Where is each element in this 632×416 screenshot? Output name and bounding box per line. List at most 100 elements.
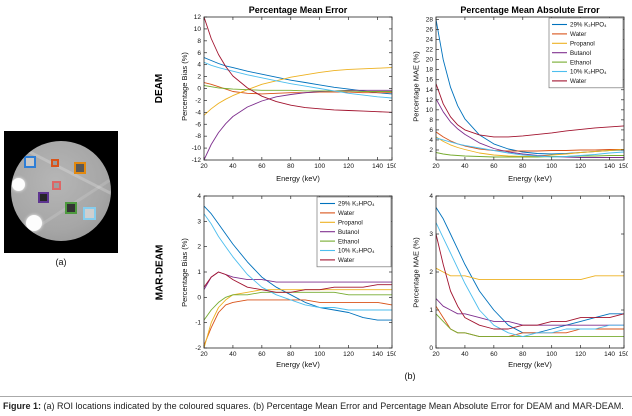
y-tick-label: 0	[197, 294, 201, 301]
series-line	[436, 233, 624, 330]
legend-entry-label: 10% K₂HPO₄	[338, 248, 375, 255]
y-tick-label: 6	[429, 127, 433, 134]
y-tick-label: 3	[197, 218, 201, 225]
legend-entry-label: 29% K₂HPO₄	[338, 201, 375, 208]
chart-title: Percentage Mean Error	[248, 5, 348, 15]
legend-entry-label: Water	[338, 257, 354, 264]
y-tick-label: -2	[195, 345, 201, 352]
y-tick-label: -10	[192, 145, 202, 152]
x-tick-label: 40	[461, 351, 469, 358]
y-tick-label: 12	[426, 97, 434, 104]
series-line	[204, 289, 392, 348]
y-tick-label: 28	[426, 17, 434, 24]
x-tick-label: 150	[619, 351, 628, 358]
x-tick-label: 60	[490, 351, 498, 358]
legend-entry-label: Ethanol	[570, 59, 591, 66]
y-tick-label: 14	[426, 87, 434, 94]
y-tick-label: 10	[426, 107, 434, 114]
x-tick-label: 20	[200, 351, 208, 358]
roi-orange-square	[74, 162, 86, 174]
y-tick-label: -8	[195, 133, 201, 140]
x-tick-label: 80	[519, 163, 527, 170]
x-tick-label: 140	[604, 351, 615, 358]
x-tick-label: 120	[575, 351, 586, 358]
artifact-streak	[11, 166, 111, 241]
plot-area: 20 40 60 80 100 120 140 15024681012141618202224…	[426, 16, 628, 170]
x-tick-label: 60	[258, 351, 266, 358]
x-tick-label: 80	[519, 351, 527, 358]
x-tick-label: 60	[490, 163, 498, 170]
y-tick-label: -2	[195, 97, 201, 104]
x-tick-label: 150	[387, 163, 396, 170]
panel-a-label: (a)	[55, 257, 67, 267]
series-line	[436, 136, 624, 157]
y-tick-label: 26	[426, 27, 434, 34]
plot-background	[436, 196, 624, 348]
x-tick-label: 20	[200, 163, 208, 170]
chart-deam-mae: Percentage Mean Absolute Error Percentag…	[408, 4, 628, 186]
x-tick-label: 40	[229, 163, 237, 170]
y-tick-label: 1	[429, 307, 433, 314]
legend-entry-label: Water	[570, 31, 586, 38]
x-tick-label: 100	[314, 163, 325, 170]
plot-area: 20 40 60 80 100 120 140 150 -12 -10 -8 -6 -4 -2 0 2 4 6 8 1…	[192, 14, 396, 170]
series-line	[204, 85, 392, 92]
y-tick-label: 1	[197, 269, 201, 276]
series-line	[436, 207, 624, 334]
caption-divider	[0, 396, 632, 397]
y-tick-label: 10	[194, 26, 202, 33]
series-line	[204, 17, 392, 113]
chart-deam-bias: Percentage Mean Error Percentage Bias (%…	[176, 4, 396, 186]
roi-purple-square	[38, 192, 49, 203]
y-tick-label: 2	[197, 244, 201, 251]
roi-red-square	[52, 181, 61, 190]
x-tick-label: 100	[546, 163, 557, 170]
series-line	[436, 222, 624, 338]
y-tick-label: 2	[197, 74, 201, 81]
y-tick-label: 4	[197, 62, 201, 69]
x-axis-label: Energy (keV)	[276, 360, 320, 369]
artifact-streak	[11, 141, 111, 206]
roi-green-square	[65, 202, 77, 214]
y-tick-label: -12	[192, 157, 202, 164]
chart-mar-deam-bias: Percentage Bias (%) 20 40 60 80 100 120 140 150…	[176, 190, 396, 372]
legend-entry-label: Propanol	[570, 41, 595, 48]
x-tick-label: 140	[604, 163, 615, 170]
series-line	[436, 313, 624, 338]
caption-text: (a) ROI locations indicated by the colou…	[41, 401, 624, 411]
series-line	[436, 137, 624, 158]
y-tick-label: 3	[429, 231, 433, 238]
x-tick-label: 20	[432, 351, 440, 358]
legend-entry-label: Butanol	[570, 50, 591, 57]
x-tick-label: 80	[287, 351, 295, 358]
y-tick-label: 6	[197, 50, 201, 57]
axes-box	[435, 16, 625, 161]
phantom-bright-insert	[12, 178, 25, 191]
x-tick-label: 140	[372, 351, 383, 358]
phantom-bright-insert	[26, 215, 42, 231]
chart-mar-deam-mae: Percentage MAE (%) 20 40 60 80 100 120 140 150 0…	[408, 190, 628, 372]
chart-title: Percentage Mean Absolute Error	[460, 5, 600, 15]
roi-cyan-square	[83, 207, 96, 220]
x-tick-label: 80	[287, 163, 295, 170]
row-label-deam: DEAM	[152, 17, 168, 160]
x-tick-label: 40	[229, 351, 237, 358]
x-tick-label: 60	[258, 163, 266, 170]
phantom-circle	[11, 141, 111, 241]
x-tick-label: 120	[343, 351, 354, 358]
y-tick-label: 4	[429, 193, 433, 200]
legend-entry-label: 29% K₂HPO₄	[570, 22, 607, 29]
series-line	[436, 98, 624, 158]
series-line	[436, 267, 624, 281]
x-tick-label: 150	[619, 163, 628, 170]
series-line	[204, 67, 392, 116]
y-tick-label: 12	[194, 14, 202, 21]
panel-b-label: (b)	[404, 371, 416, 381]
x-tick-label: 40	[461, 163, 469, 170]
legend-entry-label: Water	[570, 78, 586, 85]
y-tick-label: 24	[426, 37, 434, 44]
series-line	[436, 131, 624, 152]
series-line	[204, 213, 392, 311]
series-line	[436, 298, 624, 326]
y-tick-label: 0	[197, 86, 201, 93]
